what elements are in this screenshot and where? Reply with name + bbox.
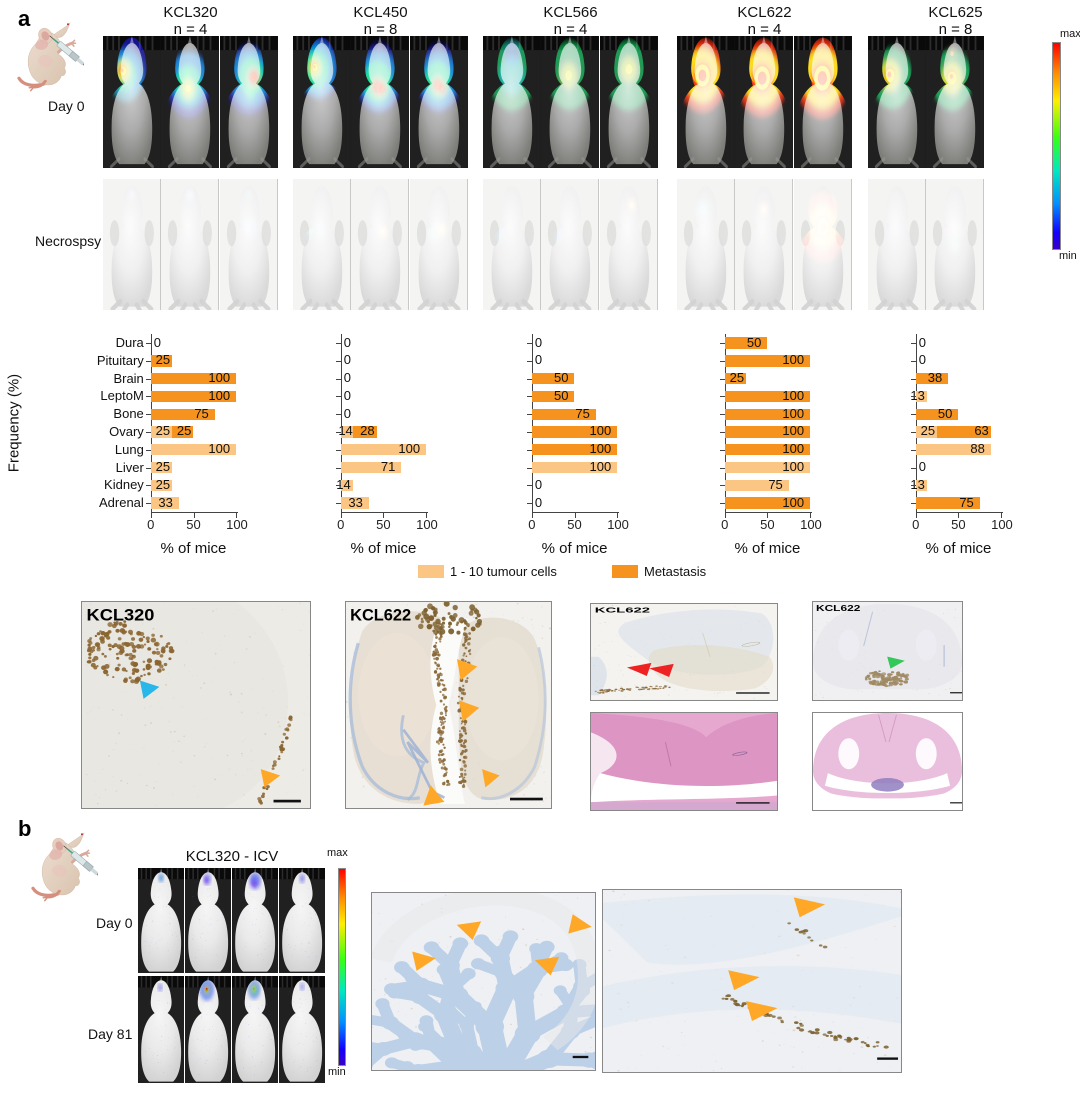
svg-text:KCL622: KCL622: [816, 605, 861, 614]
svg-text:KCL320: KCL320: [87, 605, 155, 624]
svg-text:KCL622: KCL622: [350, 607, 411, 625]
svg-text:KCL622: KCL622: [595, 606, 651, 615]
